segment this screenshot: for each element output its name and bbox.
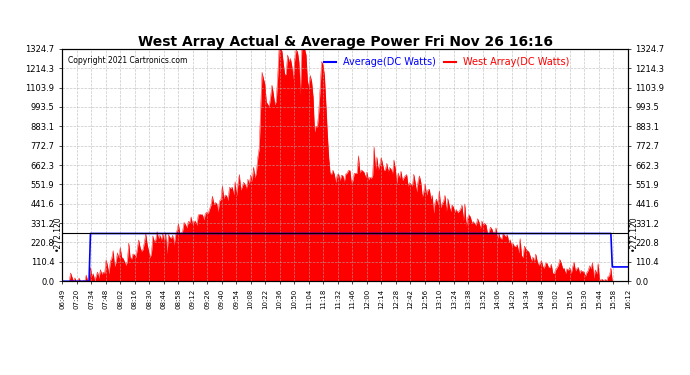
Text: •272.120: •272.120: [629, 216, 638, 251]
Text: •272.120: •272.120: [52, 216, 61, 251]
Legend: Average(DC Watts), West Array(DC Watts): Average(DC Watts), West Array(DC Watts): [320, 54, 573, 71]
Title: West Array Actual & Average Power Fri Nov 26 16:16: West Array Actual & Average Power Fri No…: [137, 35, 553, 49]
Text: Copyright 2021 Cartronics.com: Copyright 2021 Cartronics.com: [68, 56, 187, 65]
